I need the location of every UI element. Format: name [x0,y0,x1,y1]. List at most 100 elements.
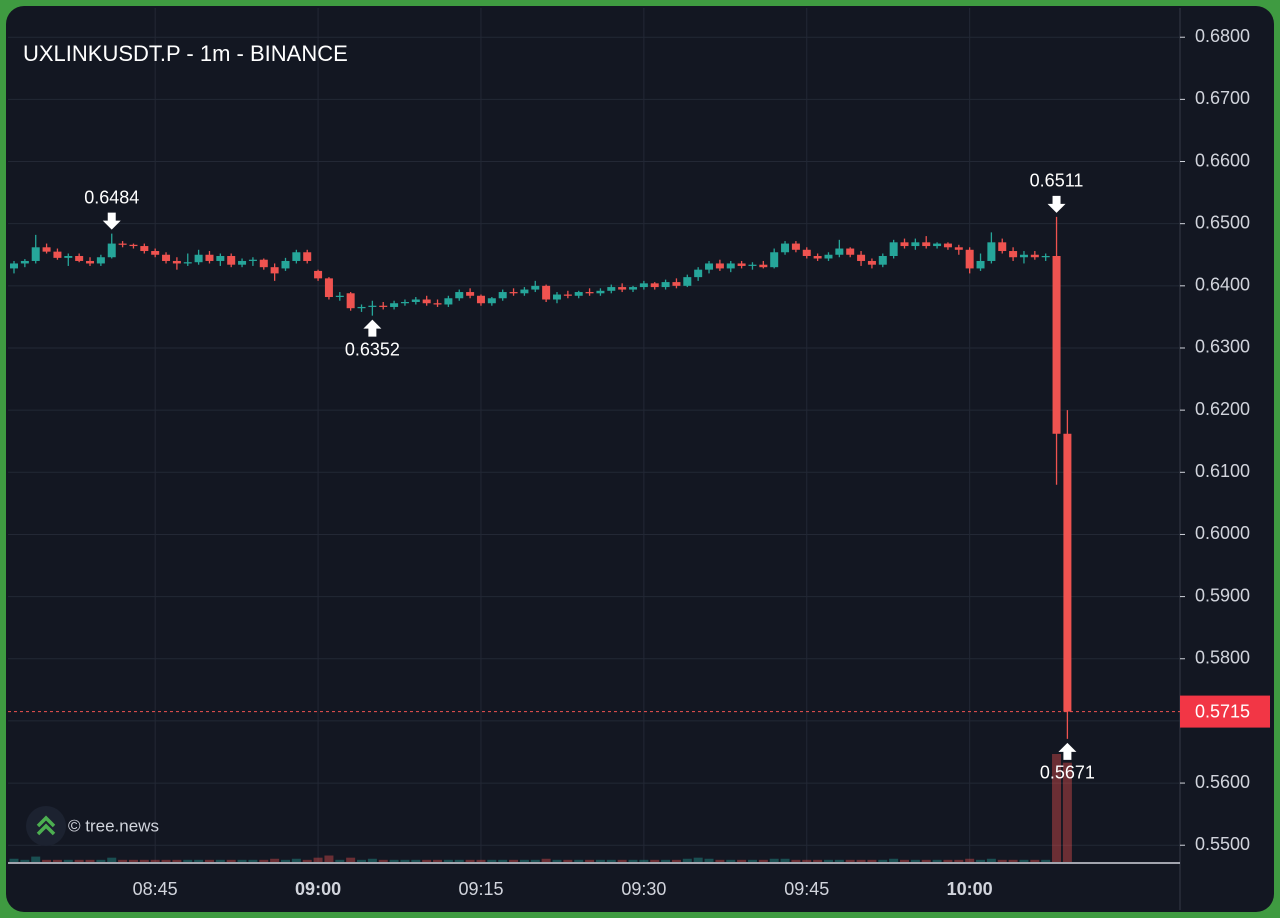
candle-body [726,263,735,269]
candle-body [737,263,746,266]
annotation-label: 0.5671 [1040,763,1095,783]
volume-bar [42,859,52,862]
volume-bar [780,858,790,862]
candle-body [64,255,73,258]
candle-body [1009,251,1018,258]
candle-body [96,257,105,264]
volume-bar [943,859,953,862]
volume-bar [139,859,149,862]
volume-bar [52,859,62,862]
volume-bar [867,859,877,862]
candle-body [151,251,160,255]
volume-bar [357,859,367,862]
candle-body [650,283,659,288]
candle-body [390,303,399,307]
candle-body [433,303,442,305]
volume-bar [465,859,475,862]
volume-bar [324,855,334,862]
volume-bar [900,859,910,862]
candle-body [770,252,779,268]
candle-body [118,243,127,245]
candle-body [900,242,909,247]
candle-body [194,254,203,263]
x-tick-label: 08:45 [133,879,178,899]
candles [10,216,1072,739]
y-tick-label: 0.5800 [1195,648,1250,668]
volume-bar [661,859,671,862]
candle-body [759,264,768,268]
candle-body [140,246,149,252]
volume-bar [107,857,117,862]
candle-body [965,249,974,269]
candle-body [976,260,985,269]
volume-bar [813,859,823,862]
volume-bar [932,859,942,862]
candle-body [455,292,464,299]
volume-bar [834,859,844,862]
volume-bar [215,859,225,862]
volume-bar [585,859,595,862]
volume-bar [628,859,638,862]
volume-bar [976,859,986,862]
candle-body [563,294,572,296]
candle-body [933,243,942,247]
candle-body [248,259,257,261]
candle-body [672,282,681,286]
candle-body [531,285,540,290]
candle-body [618,287,627,290]
candle-body [857,254,866,261]
annotation-arrow [1058,742,1077,760]
candle-body [943,243,952,248]
volume-bar [563,859,573,862]
candle-body [10,263,18,269]
volume-bar [183,859,193,862]
candle-body [346,293,355,309]
candle-body [954,247,963,250]
volume-bar [226,859,236,862]
candle-body [270,267,279,274]
candle-body [748,264,757,266]
candle-body [1052,255,1061,434]
volume-bar [367,858,377,862]
volume-bar [878,859,888,862]
volume-bar [20,859,30,862]
candle-body [520,289,529,294]
candle-body [781,243,790,253]
volume-bar [747,859,757,862]
candle-body [238,260,247,265]
candle-body [1041,255,1050,258]
y-tick-label: 0.6000 [1195,523,1250,543]
volume-bar [346,857,356,862]
volume-bar [248,859,258,862]
candle-body [813,255,822,259]
candle-body [998,242,1007,252]
volume-bar [389,859,399,862]
volume-bar [1062,762,1072,862]
candle-body [878,255,887,265]
candle-body [607,287,616,291]
volume-bar [726,859,736,862]
volume-bar [856,859,866,862]
volume-bar [487,859,497,862]
candle-body [357,306,366,309]
volume-bar [715,859,725,862]
candle-body [911,242,920,247]
volume-bar [1052,754,1062,862]
y-tick-label: 0.6100 [1195,461,1250,481]
candle-body [1019,254,1028,258]
volume-bar [639,859,649,862]
volume-bar [921,859,931,862]
volume-bar [259,859,269,862]
annotation-label: 0.6511 [1030,171,1084,191]
candle-body [1030,254,1039,258]
candle-body [314,270,323,279]
volume-bar [910,859,920,862]
chart-title: UXLINKUSDT.P - 1m - BINANCE [23,41,348,66]
volume-bar [237,859,247,862]
volume-bar [954,859,964,862]
candle-body [705,263,714,270]
y-tick-label: 0.5500 [1195,834,1250,854]
volume-bar [433,859,443,862]
